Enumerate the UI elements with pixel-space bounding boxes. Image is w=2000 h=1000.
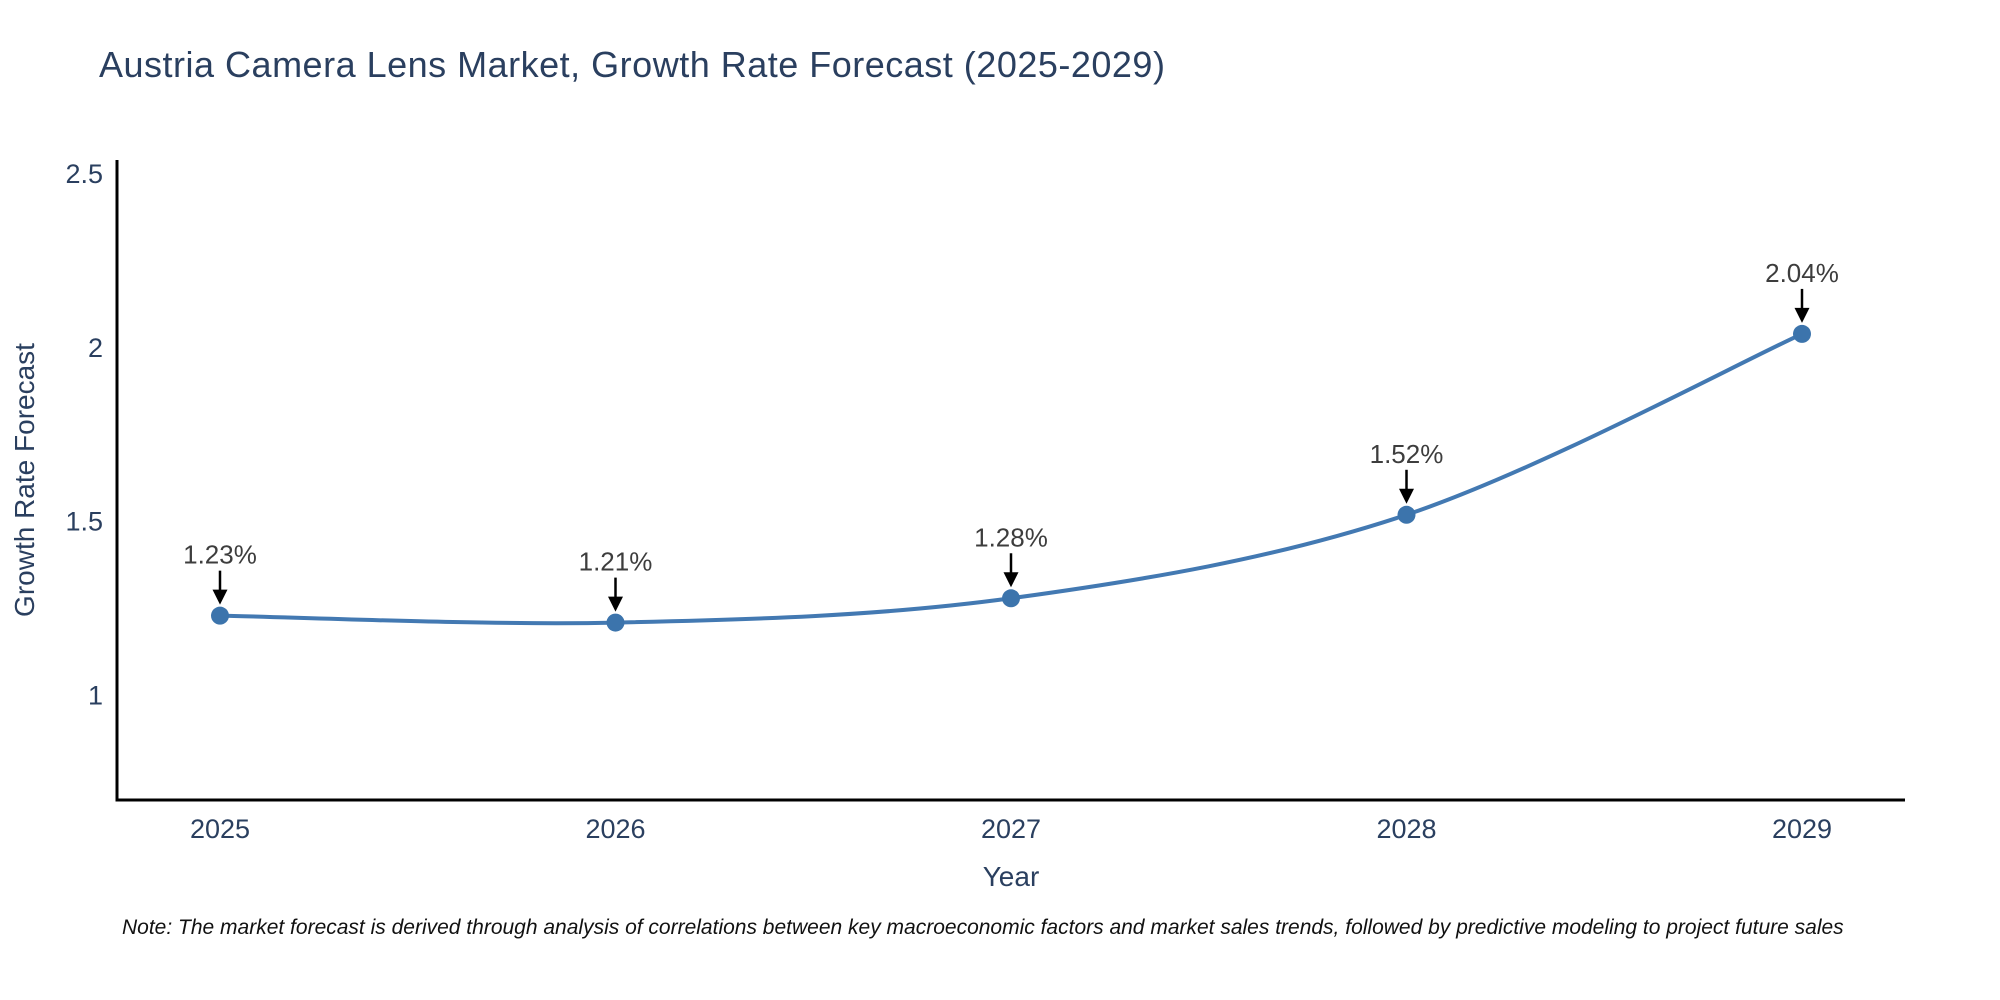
- y-axis-title: Growth Rate Forecast: [9, 343, 40, 617]
- data-point-marker: [1397, 505, 1416, 524]
- annotation-label: 1.28%: [974, 522, 1048, 552]
- data-point-marker: [211, 606, 229, 625]
- x-tick-label: 2025: [190, 814, 250, 844]
- y-tick-label: 2.5: [65, 159, 103, 189]
- annotation-arrow-head: [1399, 488, 1414, 504]
- footnote-text: Note: The market forecast is derived thr…: [122, 916, 1844, 939]
- x-axis-title: Year: [983, 861, 1040, 892]
- annotation-arrow-head: [1794, 307, 1810, 323]
- data-point-marker: [606, 613, 625, 632]
- x-tick-label: 2026: [585, 814, 645, 844]
- x-tick-label: 2027: [981, 814, 1041, 844]
- x-tick-label: 2028: [1376, 814, 1436, 844]
- annotation-label: 1.21%: [579, 547, 653, 577]
- annotation-arrow-head: [1003, 572, 1019, 588]
- data-point-marker: [1793, 324, 1811, 343]
- annotation-label: 1.23%: [183, 540, 257, 570]
- y-tick-label: 1: [88, 681, 103, 711]
- chart-title: Austria Camera Lens Market, Growth Rate …: [99, 44, 1166, 85]
- y-tick-label: 1.5: [65, 507, 103, 537]
- annotation-label: 2.04%: [1765, 258, 1839, 288]
- annotation-label: 1.52%: [1370, 439, 1444, 469]
- annotation-arrow-head: [608, 596, 623, 612]
- y-tick-label: 2: [88, 333, 103, 363]
- x-tick-label: 2029: [1772, 814, 1832, 844]
- data-point-marker: [1002, 589, 1020, 608]
- annotation-arrow-head: [212, 589, 228, 605]
